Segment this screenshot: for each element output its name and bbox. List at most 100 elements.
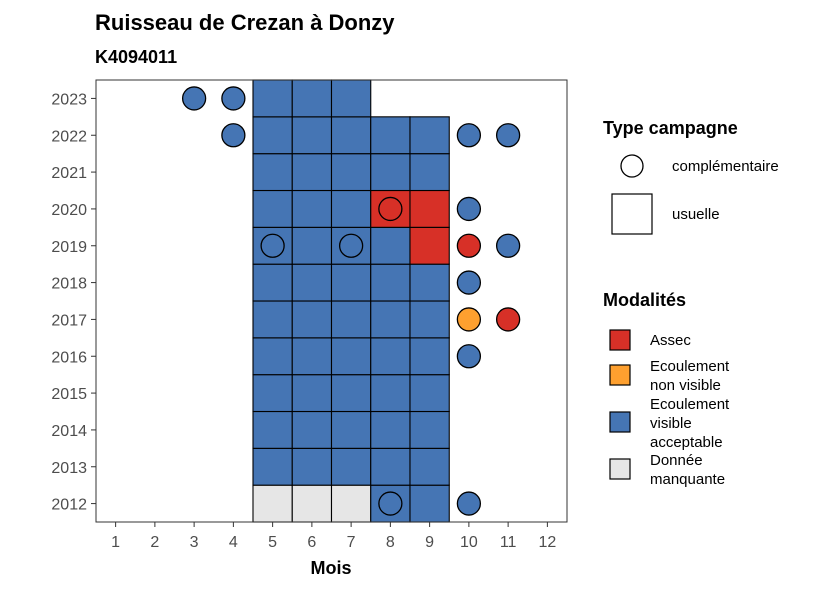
heatmap-tile [409, 374, 450, 413]
x-tick-label: 3 [190, 534, 199, 551]
campaign-point [456, 491, 482, 516]
heatmap-tile [370, 374, 411, 413]
heatmap-tile [330, 410, 372, 449]
heatmap-tile [330, 79, 372, 118]
heatmap-tile [330, 337, 372, 376]
heatmap-tile [370, 410, 411, 449]
x-axis-title: Mois [310, 558, 351, 578]
x-tick-label: 6 [307, 534, 316, 551]
x-tick-label: 7 [347, 534, 356, 551]
legend-square-key [611, 193, 653, 235]
heatmap-tile [370, 300, 411, 339]
y-tick-label: 2012 [51, 497, 87, 514]
y-tick-label: 2015 [51, 386, 87, 403]
y-tick-label: 2014 [51, 423, 87, 440]
heatmap-tile [370, 447, 411, 486]
legend-modalite-label: Donnée [650, 452, 703, 469]
heatmap-tile [370, 116, 411, 155]
heatmap-tile [252, 116, 293, 155]
legend-modalite-label: visible [650, 415, 692, 432]
x-tick-label: 5 [268, 534, 277, 551]
x-tick-label: 11 [500, 534, 517, 551]
y-tick-label: 2017 [51, 312, 87, 329]
campaign-point [338, 233, 364, 258]
heatmap-tile [370, 153, 411, 192]
y-tick-label: 2016 [51, 349, 87, 366]
campaign-point [221, 123, 246, 148]
campaign-point [495, 233, 521, 258]
campaign-point [378, 491, 403, 516]
heatmap-tile [330, 484, 372, 523]
heatmap-tile [252, 153, 293, 192]
heatmap-tile [291, 116, 333, 155]
heatmap-tile [291, 374, 333, 413]
legend: Type campagne complémentaire usuelle Modali… [603, 118, 779, 488]
x-tick-label: 9 [425, 534, 434, 551]
chart-subtitle: K4094011 [95, 47, 177, 67]
y-tick-label: 2023 [51, 91, 87, 108]
x-tick-label: 10 [460, 534, 478, 551]
heatmap-tile [409, 116, 450, 155]
heatmap-tile [409, 410, 450, 449]
heatmap-tile [291, 153, 333, 192]
legend-modalite-label: non visible [650, 377, 721, 394]
legend-modalites-title: Modalités [603, 290, 686, 310]
y-tick-label: 2022 [51, 128, 87, 145]
legend-modalite-label: Ecoulement [650, 358, 730, 375]
legend-modalite-key [609, 329, 631, 351]
campaign-point [495, 307, 521, 332]
x-tick-label: 2 [150, 534, 159, 551]
heatmap-tile [370, 337, 411, 376]
heatmap-tile [409, 226, 450, 265]
campaign-point [456, 196, 482, 222]
x-tick-label: 4 [229, 534, 238, 551]
heatmap-tile [291, 300, 333, 339]
x-tick-label: 12 [538, 534, 556, 551]
heatmap-tile [252, 410, 293, 449]
heatmap-tile [330, 374, 372, 413]
campaign-point [456, 344, 482, 369]
heatmap-tile [370, 263, 411, 302]
chart-title: Ruisseau de Crezan à Donzy [95, 10, 395, 35]
heatmap-tile [252, 79, 293, 118]
y-tick-label: 2019 [51, 239, 87, 256]
heatmap-tile [330, 447, 372, 486]
heatmap-tile [291, 447, 333, 486]
y-tick-label: 2013 [51, 460, 87, 477]
campaign-point [181, 86, 207, 111]
plot-area: 1 2 3 4 5 6 7 8 9 10 11 122012201320142015201620172… [51, 79, 568, 551]
campaign-point [456, 123, 482, 148]
legend-type-label: usuelle [672, 206, 720, 223]
heatmap-tile [252, 337, 293, 376]
campaign-point [456, 270, 482, 295]
legend-modalite-label: Assec [650, 332, 691, 349]
heatmap-tile [409, 189, 450, 228]
heatmap-tile [370, 226, 411, 265]
campaign-point [495, 123, 521, 148]
heatmap-tile [252, 300, 293, 339]
legend-modalite-label: acceptable [650, 434, 723, 451]
x-tick-label: 1 [111, 534, 120, 551]
legend-modalite-key [609, 458, 631, 480]
heatmap-tile [409, 263, 450, 302]
heatmap-tile [291, 263, 333, 302]
legend-type-label: complémentaire [672, 158, 779, 175]
heatmap-tile [330, 300, 372, 339]
legend-modalite-label: manquante [650, 471, 725, 488]
heatmap-tile [409, 153, 450, 192]
y-tick-label: 2021 [51, 165, 87, 182]
campaign-point [456, 307, 482, 332]
heatmap-tile [330, 116, 372, 155]
heatmap-tile [252, 447, 293, 486]
heatmap-tile [330, 153, 372, 192]
heatmap-tile [330, 263, 372, 302]
plot-border [95, 79, 568, 523]
campaign-point [456, 233, 482, 258]
heatmap-tile [291, 79, 333, 118]
heatmap-tile [409, 300, 450, 339]
heatmap-tile [409, 337, 450, 376]
legend-circle-key [620, 154, 644, 178]
legend-modalite-key [609, 411, 631, 433]
heatmap-tile [409, 484, 450, 523]
